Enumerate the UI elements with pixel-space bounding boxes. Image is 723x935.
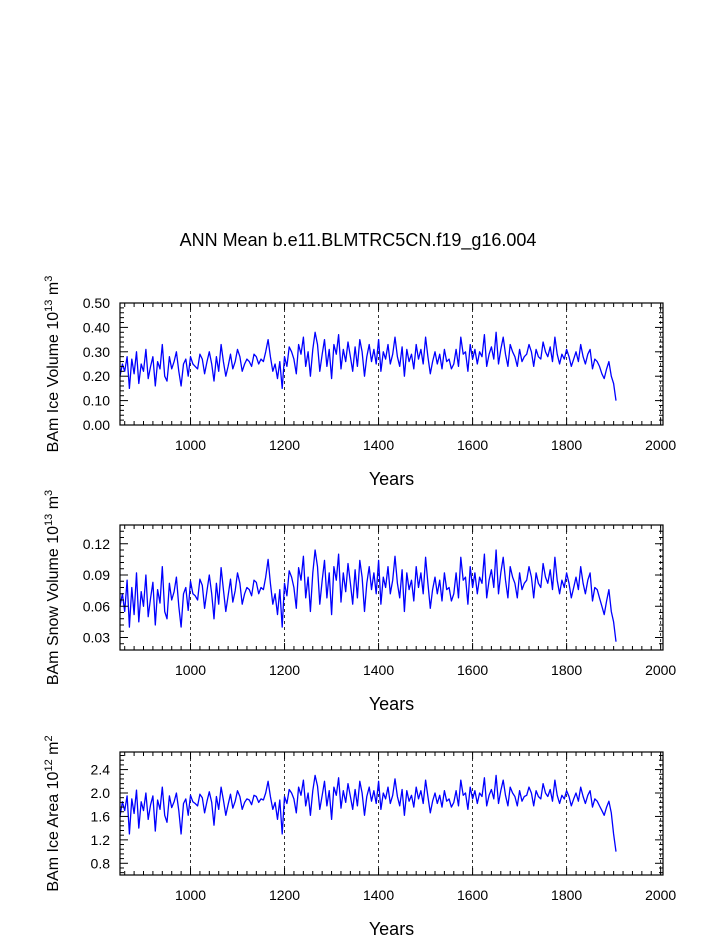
x-tick-label: 2000: [645, 662, 676, 678]
y-label-unit-exponent: 3: [43, 490, 55, 496]
y-tick-label: 0.50: [83, 295, 110, 311]
y-label-unit: m: [45, 742, 62, 760]
y-tick-label: 1.6: [91, 808, 111, 824]
y-tick-label: 0.40: [83, 319, 110, 335]
chart-panel-ice-area: 1000 1200 1400 1600 1800 2000 0.8 1.2 1.6 2.0 2.4 Y…: [43, 735, 676, 935]
y-label-exponent: 13: [43, 514, 55, 526]
x-tick-label: 1400: [363, 662, 394, 678]
y-label-text: BAm Ice Area 10: [45, 771, 62, 891]
x-tick-label: 1400: [363, 887, 394, 903]
x-tick-label: 1000: [175, 662, 206, 678]
y-label-unit: m: [45, 496, 62, 514]
x-tick-label: 1400: [363, 437, 394, 453]
x-tick-label: 1200: [269, 662, 300, 678]
x-axis-title: Years: [369, 694, 414, 714]
x-tick-label: 1600: [457, 887, 488, 903]
figure-title: ANN Mean b.e11.BLMTRC5CN.f19_g16.004: [180, 230, 537, 251]
x-tick-label: 1600: [457, 662, 488, 678]
plot-frame: [119, 302, 664, 426]
y-tick-label: 0.8: [91, 855, 111, 871]
x-tick-label: 2000: [645, 887, 676, 903]
x-axis-title: Years: [369, 919, 414, 935]
series-line-ice-volume: [119, 331, 617, 401]
y-tick-label: 0.30: [83, 344, 110, 360]
panels: 1000 1200 1400 1600 1800 2000 0.00 0.10 0.20 0.30…: [43, 276, 676, 935]
plot-frame: [119, 751, 664, 876]
x-tick-label: 1800: [551, 437, 582, 453]
chart-panel-ice-volume: 1000 1200 1400 1600 1800 2000 0.00 0.10 0.20 0.30…: [43, 276, 676, 489]
y-label-text: BAm Snow Volume 10: [45, 526, 62, 685]
y-tick-label: 2.0: [91, 785, 111, 801]
series-line-ice-area: [119, 774, 617, 852]
chart-panel-snow-volume: 1000 1200 1400 1600 1800 2000 0.03 0.06 0.09 0.12…: [43, 490, 676, 714]
y-tick-label: 0.20: [83, 368, 110, 384]
y-axis-title: BAm Ice Area 1012 m2: [43, 735, 62, 891]
y-label-unit: m: [45, 282, 62, 300]
x-tick-label: 1600: [457, 437, 488, 453]
x-tick-label: 1000: [175, 887, 206, 903]
y-tick-label: 0.03: [83, 630, 110, 646]
x-axis-title: Years: [369, 469, 414, 489]
y-label-unit-exponent: 3: [43, 276, 55, 282]
y-tick-label: 0.00: [83, 417, 110, 433]
y-label-text: BAm Ice Volume 10: [45, 312, 62, 453]
y-axis-title: BAm Snow Volume 1013 m3: [43, 490, 62, 685]
y-tick-label: 0.09: [83, 567, 110, 583]
y-label-exponent: 12: [43, 759, 55, 771]
y-tick-label: 0.10: [83, 393, 110, 409]
series-line-snow-volume: [119, 549, 617, 642]
y-tick-label: 2.4: [91, 762, 111, 778]
y-tick-label: 0.12: [83, 536, 110, 552]
x-tick-label: 1800: [551, 887, 582, 903]
x-tick-label: 1800: [551, 662, 582, 678]
x-tick-label: 2000: [645, 437, 676, 453]
x-tick-label: 1200: [269, 437, 300, 453]
x-tick-label: 1000: [175, 437, 206, 453]
x-tick-label: 1200: [269, 887, 300, 903]
y-label-exponent: 13: [43, 300, 55, 312]
y-axis-title: BAm Ice Volume 1013 m3: [43, 276, 62, 453]
y-tick-label: 1.2: [91, 832, 111, 848]
y-tick-label: 0.06: [83, 598, 110, 614]
y-label-unit-exponent: 2: [43, 735, 55, 741]
